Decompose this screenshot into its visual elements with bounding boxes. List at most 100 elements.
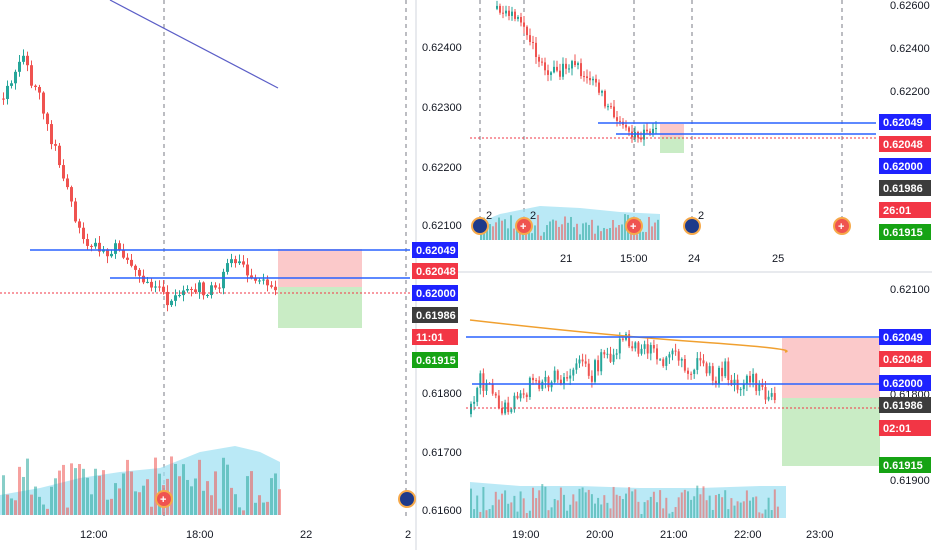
top-right-event-marker[interactable]: [833, 217, 851, 235]
bottom-right-level-lines[interactable]: [466, 319, 880, 409]
left-chart-panel[interactable]: + 0.624000.623000.622000.621000.618000.6…: [0, 0, 462, 541]
left-price-tag[interactable]: 0.61986: [416, 310, 456, 322]
top-right-candle-body: [604, 90, 606, 107]
top-right-price-tag[interactable]: 0.62048: [883, 139, 923, 151]
top-right-price-tag[interactable]: 0.61915: [883, 227, 923, 239]
bottom-right-volume-bar: [631, 491, 634, 518]
left-time-label[interactable]: 2: [405, 529, 411, 541]
left-candle-body: [90, 245, 93, 247]
left-time-axis[interactable]: 12:00 18:00 22 2: [80, 529, 411, 541]
bottom-right-time-label[interactable]: 22:00: [734, 529, 762, 541]
left-level-lines[interactable]: +: [0, 249, 416, 508]
bottom-right-price-axis[interactable]: 0.621000.618000.619000.620490.620480.620…: [879, 284, 931, 487]
top-right-event-marker[interactable]: [683, 217, 701, 235]
bottom-right-price-label[interactable]: 0.62100: [890, 284, 930, 296]
left-candle-body: [118, 243, 121, 250]
bottom-right-price-tag[interactable]: 0.62048: [883, 354, 923, 366]
bottom-right-time-label[interactable]: 19:00: [512, 529, 540, 541]
top-right-price-label[interactable]: 0.62400: [890, 43, 930, 55]
left-price-tag-bg[interactable]: [412, 329, 458, 345]
top-right-level-lines[interactable]: [470, 122, 876, 139]
top-right-event-markers[interactable]: + + +2 2 2: [471, 210, 851, 235]
top-right-price-tag-bg[interactable]: [879, 158, 931, 174]
top-right-price-tag[interactable]: 26:01: [883, 205, 911, 217]
top-right-event-count: 2: [698, 210, 704, 222]
bottom-right-price-tag-bg[interactable]: [879, 351, 931, 367]
bottom-right-candle-body: [513, 395, 516, 410]
bottom-right-candle-body: [569, 375, 572, 379]
left-price-tag[interactable]: 0.62000: [416, 288, 456, 300]
top-right-time-label[interactable]: 15:00: [620, 253, 648, 265]
top-right-time-label[interactable]: 24: [688, 253, 700, 265]
left-time-label[interactable]: 18:00: [186, 529, 214, 541]
bottom-right-candle-body: [581, 359, 584, 362]
left-price-tag-bg[interactable]: [412, 242, 458, 258]
bottom-right-price-tag-bg[interactable]: [879, 457, 931, 473]
top-right-price-tag[interactable]: 0.62000: [883, 161, 923, 173]
bottom-right-time-label[interactable]: 20:00: [586, 529, 614, 541]
left-candle-body: [182, 290, 185, 296]
top-right-volume-bar: [630, 233, 632, 240]
top-right-volume-bar: [513, 228, 515, 240]
top-right-price-tag[interactable]: 0.61986: [883, 183, 923, 195]
top-right-price-tag[interactable]: 0.62049: [883, 117, 923, 129]
left-price-label[interactable]: 0.62200: [422, 162, 462, 174]
left-price-axis[interactable]: 0.62400 0.62300 0.62200 0.62100 0.61800 0.617…: [412, 42, 462, 517]
left-price-label[interactable]: 0.61700: [422, 447, 462, 459]
left-price-label[interactable]: 0.61600: [422, 505, 462, 517]
top-right-price-axis[interactable]: 0.62600 0.62400 0.62200 0.62049 0.62048 0.620…: [879, 0, 931, 240]
left-price-label[interactable]: 0.62100: [422, 220, 462, 232]
bottom-right-price-tag[interactable]: 0.62049: [883, 332, 923, 344]
top-right-price-label[interactable]: 0.62600: [890, 0, 930, 12]
top-right-price-tag-bg[interactable]: [879, 180, 931, 196]
bottom-right-price-tag[interactable]: 0.61986: [883, 400, 923, 412]
bottom-right-time-label[interactable]: 21:00: [660, 529, 688, 541]
bottom-right-time-axis[interactable]: 19:00 20:00 21:00 22:00 23:00: [512, 529, 834, 541]
bottom-right-moving-average[interactable]: [469, 319, 788, 353]
top-right-time-label[interactable]: 25: [772, 253, 784, 265]
bottom-right-price-tag[interactable]: 0.62000: [883, 378, 923, 390]
left-price-tag[interactable]: 11:01: [416, 332, 444, 344]
left-time-label[interactable]: 22: [300, 529, 312, 541]
left-event-marker-flag[interactable]: [398, 490, 416, 508]
top-right-chart-panel[interactable]: + + +2 2 2 0.62600 0.62400 0.62200 0.62049 0.620…: [470, 0, 931, 265]
left-candle-body: [246, 264, 249, 276]
top-right-event-marker[interactable]: [515, 217, 533, 235]
top-right-price-tag-bg[interactable]: [879, 136, 931, 152]
top-right-time-axis[interactable]: 21 15:00 24 25: [560, 253, 784, 265]
bottom-right-time-label[interactable]: 23:00: [806, 529, 834, 541]
top-right-price-tag-bg[interactable]: [879, 224, 931, 240]
left-time-label[interactable]: 12:00: [80, 529, 108, 541]
bottom-right-candle-body: [556, 370, 559, 380]
left-price-tag-bg[interactable]: [412, 263, 458, 279]
left-price-tag[interactable]: 0.62048: [416, 266, 456, 278]
top-right-price-tag-bg[interactable]: [879, 202, 931, 218]
bottom-right-price-tag-bg[interactable]: [879, 397, 931, 413]
top-right-event-marker[interactable]: [471, 217, 489, 235]
left-price-tag-bg[interactable]: [412, 285, 458, 301]
bottom-right-chart-panel[interactable]: 0.621000.618000.619000.620490.620480.620…: [466, 284, 931, 541]
top-right-price-label[interactable]: 0.62200: [890, 86, 930, 98]
left-price-tag-bg[interactable]: [412, 307, 458, 323]
left-price-label[interactable]: 0.62300: [422, 102, 462, 114]
bottom-right-price-tag-bg[interactable]: [879, 329, 931, 345]
bottom-right-volume-bar: [718, 493, 720, 518]
bottom-right-price-tag[interactable]: 0.61915: [883, 460, 923, 472]
top-right-time-label[interactable]: 21: [560, 253, 572, 265]
bottom-right-price-tag-bg[interactable]: [879, 375, 931, 391]
top-right-event-marker[interactable]: [625, 217, 643, 235]
bottom-right-price-label[interactable]: 0.61900: [890, 475, 930, 487]
bottom-right-price-tag[interactable]: 02:01: [883, 423, 911, 435]
left-price-label[interactable]: 0.61800: [422, 388, 462, 400]
top-right-candle-body: [655, 128, 657, 130]
left-price-label[interactable]: 0.62400: [422, 42, 462, 54]
top-right-price-tag-bg[interactable]: [879, 114, 931, 130]
left-price-tag-bg[interactable]: [412, 352, 458, 368]
left-event-marker[interactable]: [155, 490, 173, 508]
left-price-tag[interactable]: 0.61915: [416, 355, 456, 367]
left-volume-bar: [262, 502, 265, 515]
left-price-tag[interactable]: 0.62049: [416, 245, 456, 257]
bottom-right-candle-body: [767, 396, 770, 400]
bottom-right-price-tag-bg[interactable]: [879, 420, 931, 436]
